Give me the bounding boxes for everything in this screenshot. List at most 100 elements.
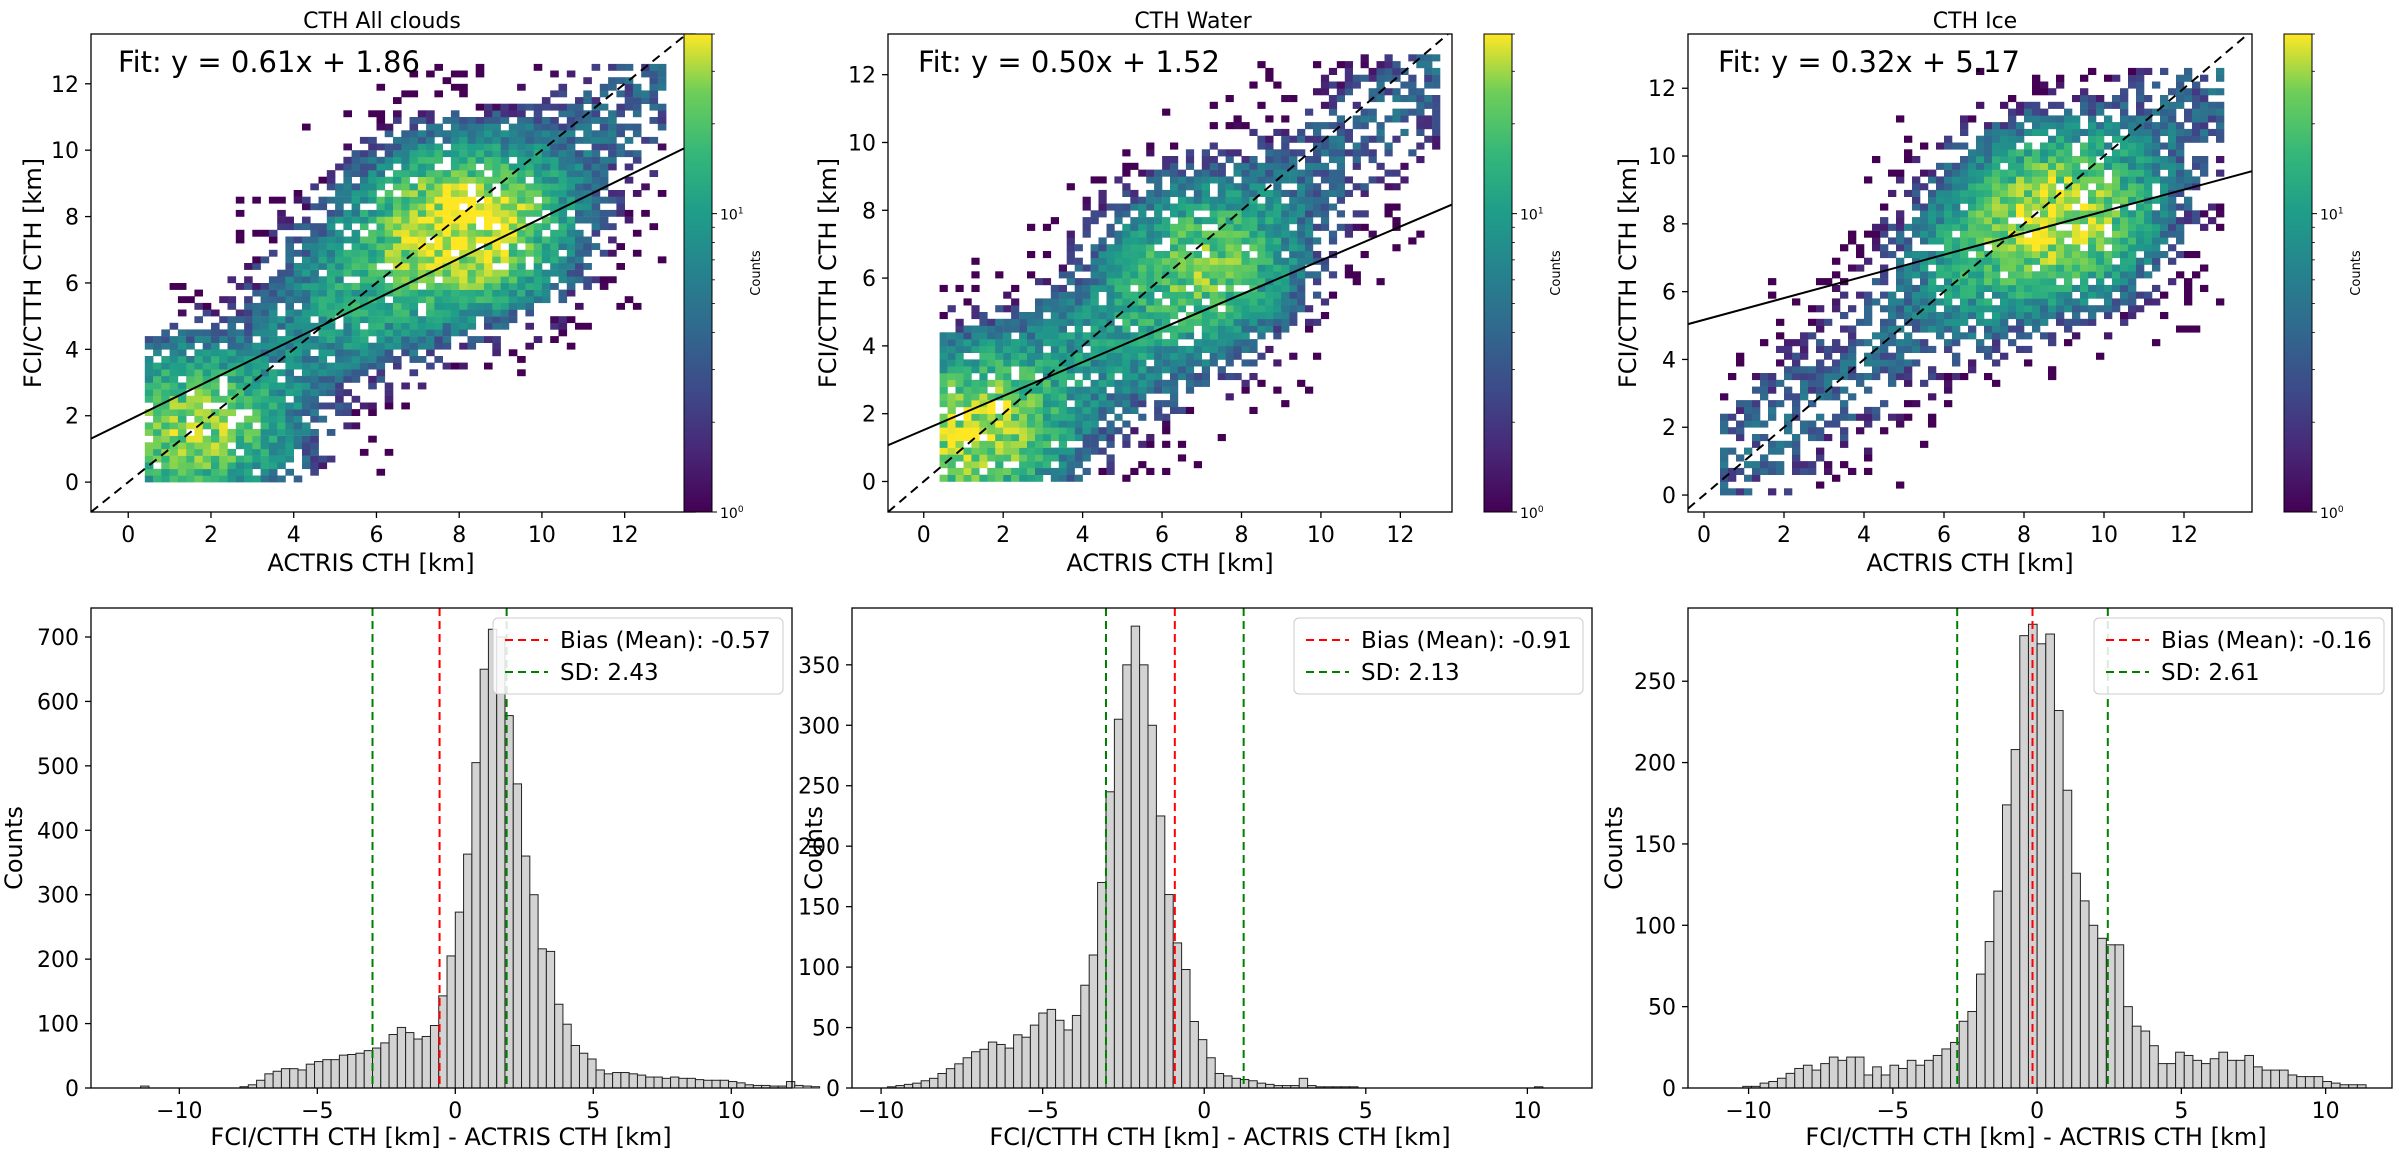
heatmap-cell — [2016, 156, 2025, 164]
heatmap-cell — [268, 196, 278, 204]
heatmap-cell — [963, 379, 972, 387]
heatmap-cell — [995, 420, 1004, 428]
heatmap-cell — [1320, 223, 1330, 231]
heatmap-cell — [169, 468, 179, 476]
heatmap-cell — [326, 176, 336, 184]
heatmap-cell — [1177, 325, 1187, 333]
heatmap-cell — [2152, 128, 2161, 136]
heatmap-cell — [525, 209, 534, 217]
one-to-one-line — [90, 33, 688, 513]
heatmap-cell — [1249, 318, 1258, 326]
heatmap-cell — [1768, 461, 1777, 469]
heatmap-cell — [1273, 257, 1282, 265]
heatmap-cell — [1249, 345, 1258, 353]
heatmap-cell — [1042, 413, 1052, 421]
heatmap-cell — [2040, 122, 2049, 130]
heatmap-cell — [1193, 230, 1202, 238]
heatmap-cell — [2088, 244, 2097, 252]
heatmap-cell — [1904, 332, 1913, 340]
heatmap-cell — [1744, 413, 1753, 421]
heatmap-cell — [1336, 210, 1345, 218]
heatmap-cell — [285, 309, 294, 317]
heatmap-cell — [144, 395, 154, 403]
heatmap-cell — [2104, 156, 2113, 164]
heatmap-cell — [1257, 230, 1266, 238]
heatmap-cell — [1392, 115, 1401, 123]
heatmap-cell — [1880, 345, 1889, 353]
heatmap-cell — [318, 263, 328, 270]
heatmap-cell — [310, 243, 319, 250]
heatmap-cell — [1808, 461, 1817, 469]
heatmap-cell — [1138, 217, 1147, 225]
heatmap-cell — [302, 442, 311, 450]
heatmap-cell — [1936, 271, 1945, 279]
heatmap-cell — [1832, 413, 1841, 421]
heatmap-cell — [1920, 284, 1929, 292]
heatmap-cell — [2136, 237, 2145, 245]
heatmap-cell — [1058, 332, 1067, 340]
x-tick-label: 6 — [1155, 523, 1169, 548]
heatmap-cell — [508, 289, 518, 297]
heatmap-cell — [1736, 427, 1745, 435]
heatmap-cell — [442, 136, 452, 144]
heatmap-cell — [599, 170, 609, 177]
heatmap-cell — [318, 316, 328, 324]
heatmap-cell — [2048, 284, 2057, 292]
heatmap-cell — [450, 196, 460, 204]
heatmap-cell — [1074, 257, 1083, 265]
heatmap-cell — [2168, 88, 2177, 96]
heatmap-cell — [1968, 189, 1977, 197]
heatmap-cell — [2120, 291, 2129, 299]
heatmap-cell — [293, 375, 303, 383]
heatmap-cell — [2080, 95, 2089, 103]
heatmap-cell — [2136, 162, 2145, 170]
heatmap-cell — [1225, 298, 1234, 306]
heatmap-cell — [194, 442, 203, 450]
heatmap-cell — [1225, 237, 1234, 245]
heatmap-cell — [2160, 217, 2169, 225]
heatmap-cell — [1233, 264, 1242, 272]
heatmap-cell — [351, 329, 361, 337]
heatmap-cell — [467, 209, 477, 217]
heatmap-cell — [268, 415, 278, 423]
heatmap-cell — [525, 236, 534, 244]
heatmap-cell — [1816, 278, 1825, 286]
heatmap-cell — [450, 276, 460, 284]
heatmap-cell — [2096, 189, 2105, 197]
heatmap-cell — [417, 382, 427, 390]
heatmap-cell — [426, 296, 435, 304]
heatmap-cell — [1352, 122, 1361, 130]
heatmap-cell — [2032, 183, 2041, 191]
heatmap-cell — [326, 296, 336, 304]
heatmap-cell — [1856, 413, 1865, 421]
heatmap-cell — [467, 269, 477, 277]
heatmap-cell — [368, 136, 377, 144]
heatmap-cell — [1265, 169, 1274, 177]
heatmap-cell — [1066, 406, 1075, 414]
heatmap-cell — [326, 382, 336, 390]
heatmap-cell — [2008, 149, 2017, 157]
heatmap-cell — [1840, 373, 1849, 381]
heatmap-cell — [1776, 345, 1785, 353]
heatmap-cell — [1225, 176, 1234, 184]
heatmap-cell — [971, 461, 980, 469]
heatmap-cell — [2040, 312, 2049, 320]
heatmap-cell — [2048, 203, 2057, 211]
heatmap-cell — [1209, 196, 1218, 204]
heatmap-cell — [1328, 203, 1338, 211]
heatmap-cell — [1984, 142, 1993, 150]
heatmap-cell — [426, 156, 435, 164]
heatmap-cell — [1027, 454, 1036, 462]
heatmap-cell — [1928, 196, 1937, 204]
heatmap-cell — [1320, 169, 1330, 177]
heatmap-cell — [608, 123, 617, 131]
heatmap-cell — [1920, 291, 1929, 299]
heatmap-cell — [2032, 122, 2041, 130]
heatmap-cell — [1019, 352, 1028, 360]
heatmap-cell — [459, 209, 468, 217]
heatmap-cell — [351, 263, 361, 270]
heatmap-cell — [1896, 278, 1905, 286]
heatmap-cell — [1872, 359, 1881, 367]
heatmap-cell — [2144, 95, 2153, 103]
heatmap-cell — [947, 400, 956, 408]
